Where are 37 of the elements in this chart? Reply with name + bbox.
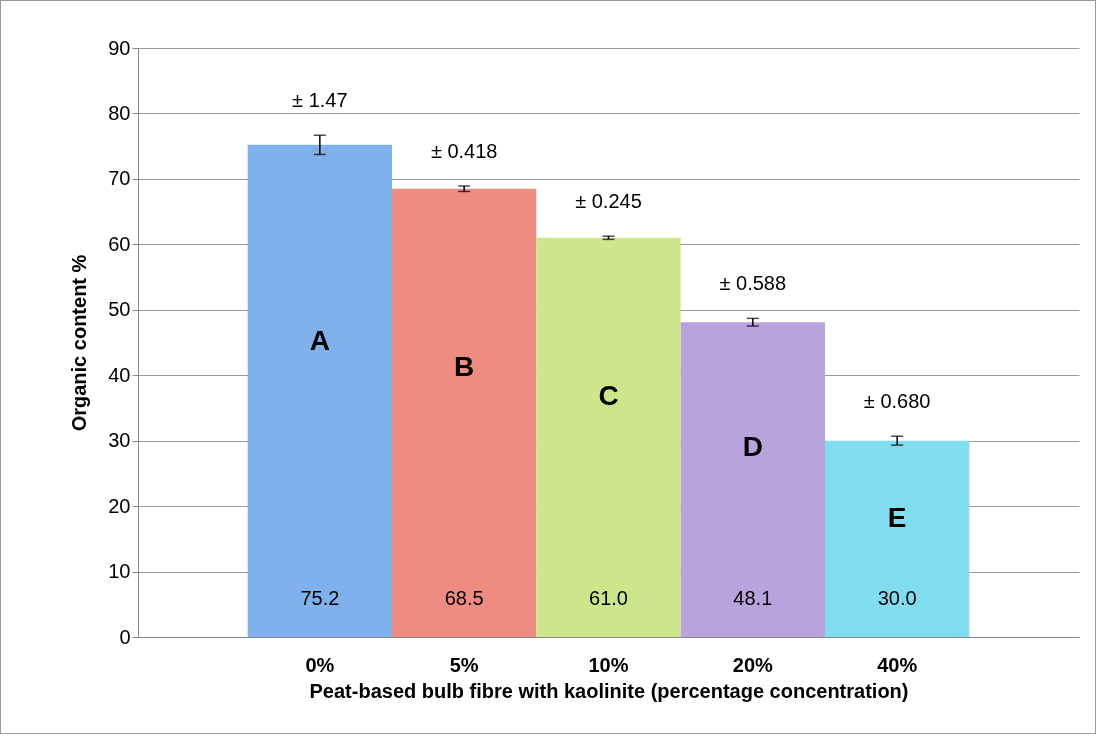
bar: [536, 237, 681, 637]
annotation: D: [742, 431, 763, 463]
y-tick-label: 90: [108, 36, 131, 59]
data-label: 48.1: [733, 586, 773, 609]
annotation: B: [454, 351, 475, 383]
x-tick-label: 40%: [877, 653, 918, 676]
bar: [392, 188, 537, 637]
y-tick-label: 30: [108, 429, 131, 452]
annotation: ± 0.245: [575, 190, 642, 213]
x-tick-label: 20%: [732, 653, 774, 676]
y-tick-label: 80: [108, 101, 131, 124]
annotation: A: [309, 324, 330, 356]
annotation: ± 0.418: [430, 139, 498, 162]
annotation: ± 1.47: [292, 89, 348, 112]
x-tick-label: 10%: [588, 653, 629, 676]
annotation: ± 0.588: [719, 272, 787, 295]
bar: [247, 144, 393, 637]
y-tick-label: 40: [108, 363, 131, 386]
x-tick-label: 5%: [449, 653, 479, 676]
y-tick-label: 60: [108, 232, 131, 255]
y-tick-label: 10: [108, 560, 131, 583]
data-label: 61.0: [589, 586, 628, 609]
x-tick-label: 0%: [305, 653, 335, 676]
x-axis-title: Peat-based bulb fibre with kaolinite (percentage concentration): [309, 679, 909, 702]
y-tick-label: 50: [108, 298, 131, 321]
y-tick-label: 70: [108, 167, 131, 190]
bar: [824, 440, 970, 637]
data-label: 75.2: [300, 586, 340, 609]
annotation: E: [887, 502, 907, 534]
annotation: C: [598, 380, 619, 412]
bar: [680, 322, 825, 637]
y-tick-label: 0: [119, 625, 131, 648]
annotation: ± 0.680: [863, 390, 931, 413]
y-tick-label: 20: [108, 494, 131, 517]
y-axis-title: Organic content %: [68, 254, 91, 432]
data-label: 30.0: [877, 586, 917, 609]
data-label: 68.5: [444, 586, 484, 609]
